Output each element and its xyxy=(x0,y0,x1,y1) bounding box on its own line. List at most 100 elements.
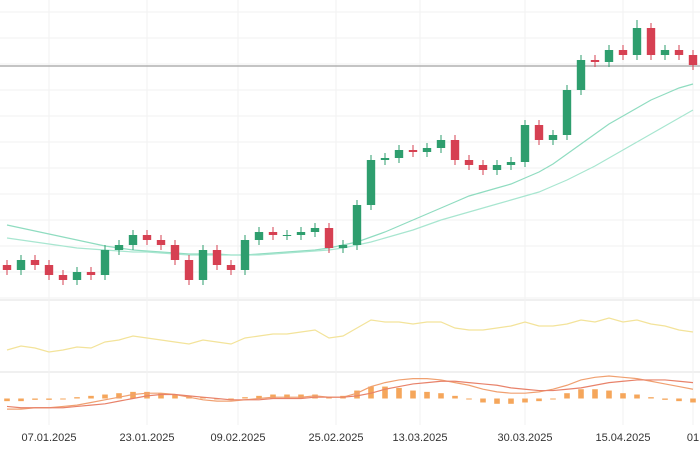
x-tick-label: 23.01.2025 xyxy=(119,432,174,444)
histogram-bar xyxy=(368,386,374,399)
line-series xyxy=(6,317,694,353)
candle-body xyxy=(660,50,670,55)
candle-body xyxy=(30,260,40,265)
candle-body xyxy=(268,232,278,235)
histogram-bar xyxy=(18,398,24,402)
candle-body xyxy=(44,265,54,275)
histogram-bar xyxy=(88,395,94,399)
histogram-bar xyxy=(298,394,304,399)
candle-body xyxy=(562,90,572,135)
candle-body xyxy=(352,205,362,245)
candle-body xyxy=(142,235,152,240)
histogram-bar xyxy=(396,387,402,399)
histogram-bar xyxy=(438,393,444,399)
candle-body xyxy=(492,165,502,170)
histogram-bar xyxy=(228,398,234,400)
candle-body xyxy=(170,245,180,260)
histogram-bar xyxy=(382,386,388,399)
histogram-bar xyxy=(522,398,528,403)
candle-body xyxy=(450,140,460,160)
histogram-bar xyxy=(102,394,108,399)
candle-body xyxy=(198,250,208,280)
candle-body xyxy=(240,240,250,270)
line-series xyxy=(6,109,694,256)
candle-body xyxy=(72,272,82,280)
candle-body xyxy=(380,158,390,160)
candle-body xyxy=(632,28,642,55)
line-series xyxy=(7,375,694,410)
histogram-bar xyxy=(116,393,122,399)
candle-body xyxy=(478,165,488,170)
candle-body xyxy=(296,232,306,235)
candle-body xyxy=(366,160,376,205)
candle-body xyxy=(548,135,558,140)
histogram-bar xyxy=(536,398,542,402)
histogram-bar xyxy=(172,394,178,399)
candle-body xyxy=(534,125,544,140)
candle-body xyxy=(226,265,236,270)
histogram-bar xyxy=(32,398,38,400)
candle-body xyxy=(2,265,12,270)
candle-body xyxy=(576,60,586,90)
candle-body xyxy=(646,28,656,55)
histogram-bar xyxy=(564,393,570,399)
histogram-bar xyxy=(46,398,52,400)
x-tick-label: 01 xyxy=(687,432,699,444)
histogram-bar xyxy=(690,398,696,403)
candle-body xyxy=(128,235,138,245)
x-tick-label: 25.02.2025 xyxy=(308,432,363,444)
candle-body xyxy=(618,50,628,55)
histogram-bar xyxy=(74,397,80,399)
x-tick-label: 07.01.2025 xyxy=(21,432,76,444)
candle-body xyxy=(16,260,26,270)
candle-body xyxy=(436,140,446,148)
x-tick-label: 09.02.2025 xyxy=(210,432,265,444)
candle-body xyxy=(394,150,404,158)
histogram-bar xyxy=(144,391,150,399)
candle-body xyxy=(58,275,68,280)
histogram-bar xyxy=(648,397,654,399)
histogram-bar xyxy=(270,394,276,399)
histogram-bar xyxy=(424,391,430,399)
histogram-bar xyxy=(242,397,248,399)
candle-body xyxy=(590,60,600,62)
histogram-bar xyxy=(578,389,584,399)
candle-body xyxy=(212,250,222,265)
candle-body xyxy=(520,125,530,162)
histogram-bar xyxy=(158,393,164,399)
x-tick-label: 13.03.2025 xyxy=(392,432,447,444)
x-tick-label: 30.03.2025 xyxy=(497,432,552,444)
histogram-bar xyxy=(634,394,640,399)
histogram-bar xyxy=(130,391,136,399)
histogram-bar xyxy=(494,398,500,404)
candle-body xyxy=(324,228,334,248)
candle-body xyxy=(604,50,614,62)
line-series xyxy=(6,83,694,256)
line-series xyxy=(6,379,694,409)
histogram-bar xyxy=(256,395,262,399)
histogram-bar xyxy=(550,398,556,400)
histogram-bar xyxy=(480,398,486,403)
histogram-bar xyxy=(662,398,668,400)
histogram-bar xyxy=(410,390,416,399)
candle-body xyxy=(338,245,348,248)
histogram-bar xyxy=(354,390,360,399)
candle-body xyxy=(422,148,432,152)
histogram-bar xyxy=(326,397,332,399)
candle-body xyxy=(100,250,110,275)
histogram-bar xyxy=(676,398,682,402)
candle-body xyxy=(310,228,320,232)
candle-body xyxy=(408,150,418,152)
histogram-bar xyxy=(312,394,318,399)
candle-body xyxy=(114,245,124,250)
x-tick-label: 15.04.2025 xyxy=(595,432,650,444)
candle-body xyxy=(506,162,516,165)
candle-body xyxy=(674,50,684,55)
candle-body xyxy=(688,55,698,65)
histogram-bar xyxy=(200,397,206,399)
histogram-bar xyxy=(508,398,514,404)
histogram-bar xyxy=(452,395,458,399)
histogram-bar xyxy=(4,398,10,402)
